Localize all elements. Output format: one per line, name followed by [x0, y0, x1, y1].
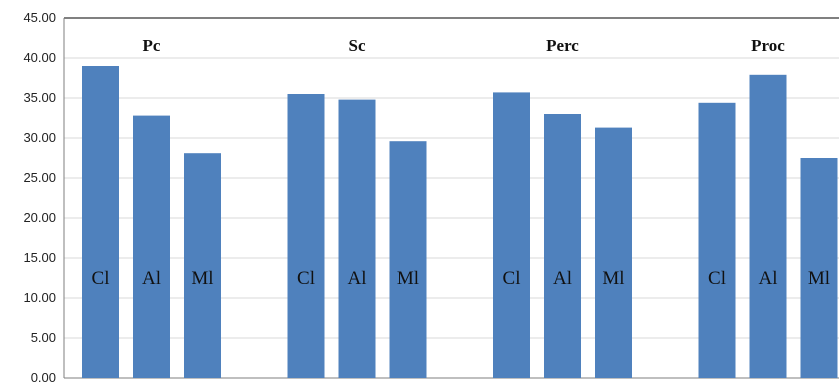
bar-label: Ml — [808, 268, 830, 289]
bar — [800, 158, 838, 378]
bar-label: Al — [142, 268, 161, 289]
bar — [133, 115, 170, 378]
y-tick-label: 10.00 — [23, 290, 56, 305]
y-axis-ticks: 0.00 5.00 10.00 15.00 20.00 25.00 30.00 35.00 40… — [23, 10, 56, 382]
bar — [82, 66, 119, 378]
bar-label: Ml — [191, 268, 213, 289]
bar-label: Al — [759, 268, 778, 289]
bar-label: Cl — [92, 268, 110, 289]
y-tick-label: 40.00 — [23, 50, 56, 65]
bar-label: Ml — [397, 268, 419, 289]
bar-label: Cl — [297, 268, 315, 289]
bar-label: Al — [553, 268, 572, 289]
bar — [595, 127, 632, 378]
bar — [184, 153, 221, 378]
group-label: Perc — [546, 36, 579, 55]
bar-label: Ml — [602, 268, 624, 289]
bar — [698, 102, 736, 379]
labels: Pc Cl Al Ml Sc Cl Al Ml Perc Cl Al Ml Proc Cl Al Ml — [92, 36, 831, 289]
y-tick-label: 0.00 — [31, 370, 56, 382]
bar — [544, 114, 581, 378]
group-label: Pc — [143, 36, 161, 55]
y-tick-label: 5.00 — [31, 330, 56, 345]
y-tick-label: 30.00 — [23, 130, 56, 145]
bar-label: Al — [348, 268, 367, 289]
bar — [493, 92, 530, 379]
y-tick-label: 35.00 — [23, 90, 56, 105]
bar — [287, 94, 325, 378]
bar-label: Cl — [708, 268, 726, 289]
group-label: Sc — [349, 36, 366, 55]
y-tick-label: 15.00 — [23, 250, 56, 265]
bar-label: Cl — [503, 268, 521, 289]
group-label: Proc — [751, 36, 785, 55]
bars — [82, 66, 838, 379]
y-tick-label: 20.00 — [23, 210, 56, 225]
bar — [749, 74, 787, 379]
bar — [389, 141, 427, 378]
y-tick-label: 45.00 — [23, 10, 56, 25]
bar — [338, 99, 376, 378]
y-tick-label: 25.00 — [23, 170, 56, 185]
